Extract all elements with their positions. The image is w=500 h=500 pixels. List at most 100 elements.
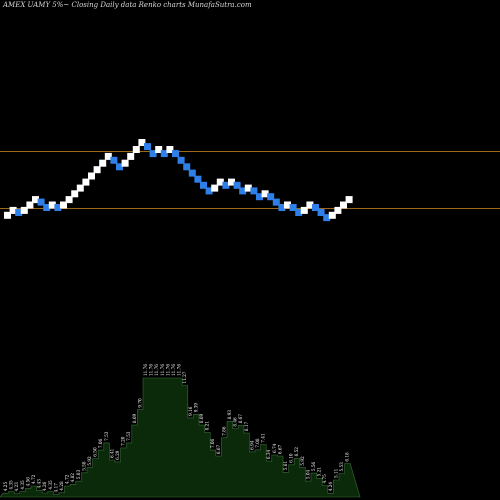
chart-title: AMEX UAMY 5%~ Closing Daily data Renko c… — [3, 1, 252, 9]
renko-brick-up — [345, 196, 353, 204]
renko-brick-down — [272, 198, 280, 206]
brick-price-label: 6.10 — [289, 453, 294, 463]
brick-price-label: 4.56 — [25, 477, 30, 487]
renko-brick-down — [323, 214, 331, 222]
renko-brick-up — [26, 201, 34, 209]
brick-price-label: 6.29 — [115, 450, 120, 460]
brick-price-label: 4.72 — [65, 474, 70, 484]
brick-price-label: 11.76 — [177, 364, 182, 376]
renko-brick-up — [88, 172, 95, 180]
brick-price-label: 6.67 — [277, 444, 282, 454]
brick-price-labels: 4.25 4.35 4.23 4.35 4.56 4.72 4.43 4.26 4.35 4.17… — [3, 364, 350, 493]
brick-price-label: 6.67 — [216, 444, 221, 454]
brick-price-label: 6.34 — [266, 449, 271, 459]
renko-brick-down — [149, 150, 157, 158]
renko-brick-down — [222, 181, 230, 189]
renko-brick-up — [300, 206, 308, 214]
brick-price-label: 5.11 — [333, 468, 338, 478]
brick-price-label: 6.41 — [109, 448, 114, 458]
renko-brick-down — [256, 193, 263, 201]
renko-brick-down — [172, 150, 179, 158]
brick-price-label: 6.94 — [249, 440, 254, 450]
renko-brick-up — [93, 166, 101, 174]
renko-brick-up — [9, 206, 17, 214]
renko-brick-down — [110, 156, 118, 164]
brick-price-label: 8.69 — [132, 413, 137, 423]
renko-brick-up — [306, 201, 314, 209]
renko-brick-down — [160, 150, 168, 158]
renko-brick-up — [261, 190, 269, 198]
renko-brick-up — [228, 178, 235, 186]
renko-brick-down — [177, 156, 185, 164]
renko-brick-down — [43, 204, 51, 211]
renko-brick-down — [295, 209, 303, 216]
brick-price-label: 5.61 — [283, 461, 288, 471]
brick-price-label: 4.35 — [9, 480, 14, 490]
renko-brick-down — [200, 181, 207, 189]
brick-price-label: 8.21 — [205, 421, 210, 431]
price-profile-area — [0, 377, 361, 498]
renko-bricks — [4, 139, 353, 222]
renko-brick-up — [166, 146, 174, 153]
brick-price-label: 6.74 — [272, 443, 277, 453]
renko-brick-up — [20, 206, 28, 214]
brick-price-label: 7.06 — [98, 438, 103, 448]
renko-brick-up — [71, 190, 79, 198]
renko-brick-up — [104, 152, 112, 160]
renko-brick-up — [132, 146, 140, 153]
brick-price-label: 9.70 — [137, 398, 142, 408]
renko-brick-down — [37, 198, 45, 206]
brick-price-label: 7.06 — [210, 438, 215, 448]
renko-brick-up — [60, 201, 67, 209]
brick-price-label: 11.76 — [171, 364, 176, 376]
renko-brick-down — [183, 163, 191, 171]
brick-price-label: 11.76 — [160, 364, 165, 376]
renko-brick-up — [76, 184, 84, 192]
renko-brick-up — [82, 178, 90, 186]
renko-brick-down — [267, 193, 275, 201]
renko-brick-up — [334, 206, 342, 214]
brick-price-label: 8.46 — [233, 417, 238, 427]
brick-price-label: 6.52 — [294, 447, 299, 457]
brick-price-label: 5.04 — [305, 469, 310, 479]
brick-price-label: 11.76 — [165, 364, 170, 376]
renko-brick-up — [284, 201, 291, 209]
brick-price-label: 9.39 — [193, 403, 198, 413]
brick-price-label: 11.76 — [149, 364, 154, 376]
brick-price-label: 4.75 — [322, 474, 327, 484]
brick-price-label: 4.26 — [42, 481, 47, 491]
brick-price-label: 5.21 — [317, 467, 322, 477]
brick-price-label: 11.76 — [154, 364, 159, 376]
renko-brick-down — [289, 204, 297, 211]
brick-price-label: 7.86 — [221, 426, 226, 436]
renko-brick-up — [127, 152, 135, 160]
renko-brick-down — [250, 187, 258, 195]
brick-price-label: 6.50 — [93, 447, 98, 457]
brick-price-label: 9.16 — [188, 406, 193, 416]
renko-brick-up — [65, 196, 73, 204]
brick-price-label: 4.35 — [20, 480, 25, 490]
brick-price-label: 4.28 — [59, 481, 64, 491]
brick-price-label: 4.72 — [31, 474, 36, 484]
brick-price-label: 5.03 — [76, 470, 81, 480]
reference-lines — [0, 151, 500, 209]
brick-price-label: 7.53 — [126, 431, 131, 441]
renko-brick-up — [340, 201, 347, 209]
renko-brick-up — [244, 184, 252, 192]
brick-price-label: 8.69 — [199, 413, 204, 423]
brick-price-label: 4.35 — [48, 480, 53, 490]
brick-price-label: 6.18 — [345, 452, 350, 462]
renko-brick-up — [138, 139, 146, 146]
brick-price-label: 4.25 — [3, 482, 8, 492]
brick-price-label: 8.67 — [238, 414, 243, 424]
brick-price-label: 8.93 — [227, 410, 232, 420]
renko-brick-down — [239, 187, 247, 195]
brick-price-label: 7.08 — [255, 438, 260, 448]
renko-brick-up — [32, 196, 39, 204]
brick-price-label: 4.43 — [37, 479, 42, 489]
renko-brick-up — [155, 146, 163, 153]
brick-price-label: 5.92 — [87, 456, 92, 466]
brick-price-label: 11.27 — [182, 371, 187, 383]
renko-brick-up — [216, 178, 224, 186]
